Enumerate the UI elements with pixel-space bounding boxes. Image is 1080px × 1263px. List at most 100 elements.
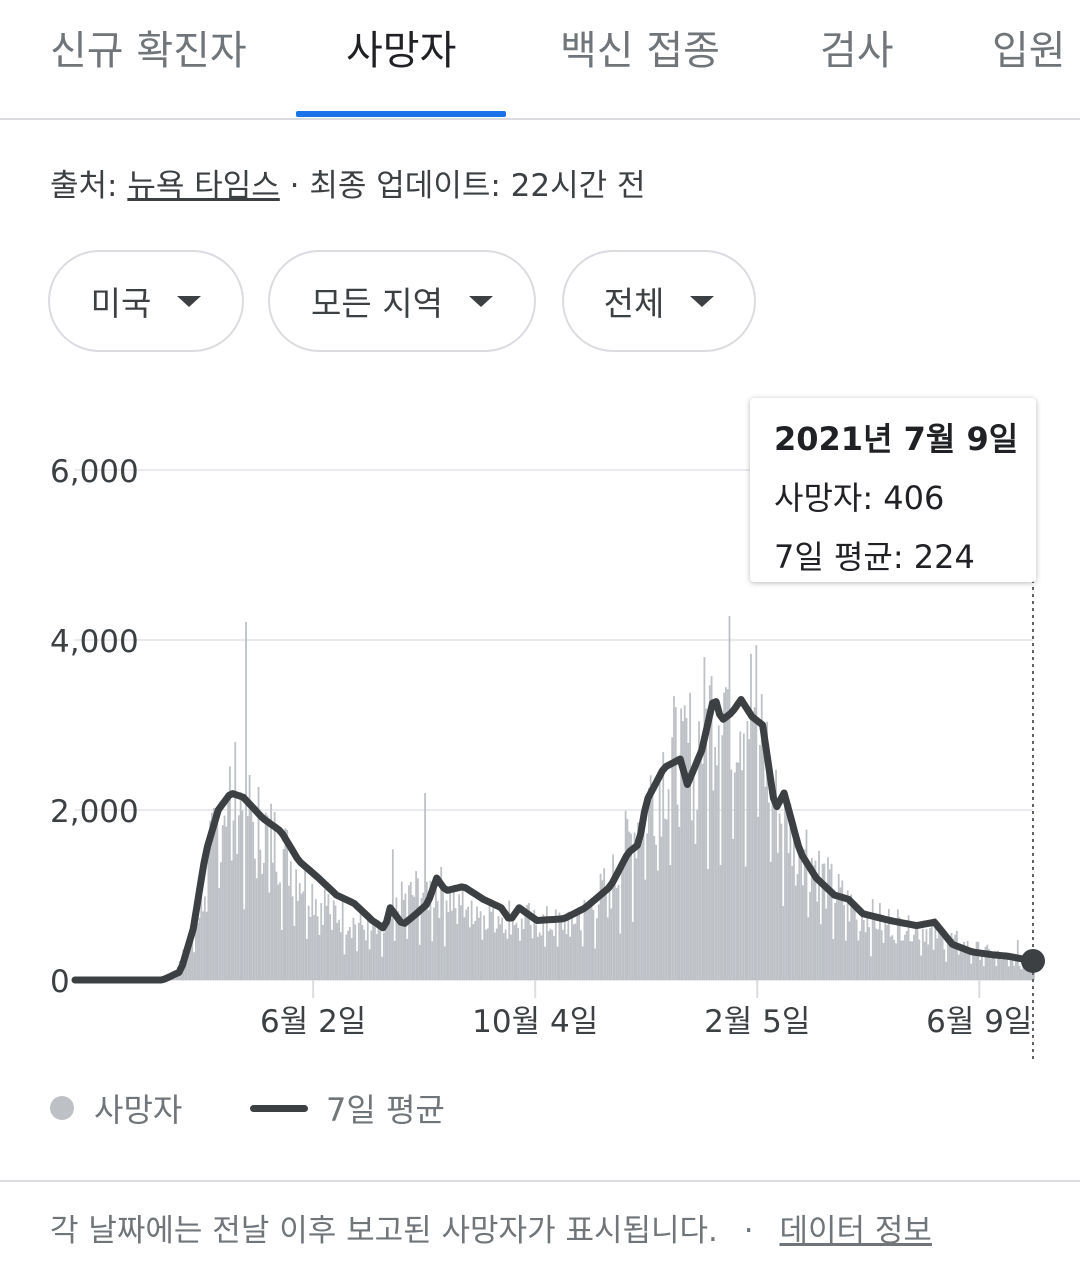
death-bar <box>732 838 734 980</box>
death-bar <box>350 938 353 980</box>
death-bar <box>685 718 688 980</box>
tab-vaccinations[interactable]: 백신 접종 <box>560 28 720 74</box>
death-bar <box>785 802 788 980</box>
death-bar <box>875 928 878 980</box>
death-bar <box>701 763 704 980</box>
filter-region[interactable]: 모든 지역 <box>268 250 536 352</box>
death-bar <box>504 929 507 980</box>
death-bar <box>913 934 915 980</box>
death-bar <box>502 933 505 980</box>
y-tick-label: 4,000 <box>50 624 139 660</box>
death-bar <box>667 789 670 980</box>
tab-deaths[interactable]: 사망자 <box>346 28 457 74</box>
death-bar <box>560 914 563 980</box>
death-bar <box>782 906 785 980</box>
tab-tests[interactable]: 검사 <box>820 28 894 74</box>
death-bar <box>986 944 989 980</box>
death-bar <box>295 869 298 980</box>
death-bar <box>889 936 892 980</box>
death-bar <box>613 885 616 980</box>
death-bar <box>957 954 960 980</box>
death-bar <box>542 914 545 980</box>
deaths-chart[interactable]: 0 2,000 4,000 6,000 6월 2일 10월 4일 2월 5일 6월 9일 <box>0 380 1080 1070</box>
death-bar <box>748 739 751 980</box>
death-bar <box>472 924 475 980</box>
death-bar <box>279 882 281 980</box>
death-bar <box>753 707 756 980</box>
x-axis-labels: 6월 2일 10월 4일 2월 5일 6월 9일 <box>260 1004 1032 1040</box>
death-bar <box>382 932 385 980</box>
death-bar <box>605 892 607 980</box>
deaths-bars <box>148 615 1035 980</box>
source-link[interactable]: 뉴욕 타임스 <box>127 168 280 204</box>
death-bar <box>714 747 717 980</box>
tab-new-cases[interactable]: 신규 확진자 <box>50 28 247 74</box>
death-bar <box>549 928 552 980</box>
death-bar <box>898 917 901 980</box>
death-bar <box>200 885 203 980</box>
footer-separator: · <box>743 1213 754 1249</box>
death-bar <box>293 925 296 980</box>
death-bar <box>522 929 525 980</box>
death-bar <box>956 931 958 980</box>
death-bar <box>868 927 871 980</box>
death-bar <box>191 925 194 980</box>
death-bar <box>909 941 912 980</box>
death-bar <box>841 880 844 980</box>
filter-country[interactable]: 미국 <box>48 250 244 352</box>
death-bar <box>726 689 729 980</box>
death-bar <box>896 909 899 980</box>
death-bar <box>239 791 242 980</box>
death-bar <box>844 940 847 980</box>
death-bar <box>205 911 208 980</box>
death-bar <box>404 893 407 980</box>
filter-period[interactable]: 전체 <box>562 250 756 352</box>
death-bar <box>590 901 593 980</box>
death-bar <box>673 696 675 980</box>
death-bar <box>384 922 387 980</box>
death-bar <box>332 900 335 980</box>
tab-hospitalizations[interactable]: 입원 <box>992 28 1066 74</box>
death-bar <box>669 865 672 980</box>
death-bar <box>476 906 478 980</box>
death-bar <box>649 775 652 980</box>
death-bar <box>651 791 654 980</box>
death-bar <box>628 831 631 980</box>
death-bar <box>237 815 240 980</box>
death-bar <box>341 900 344 980</box>
death-bar <box>327 893 330 980</box>
death-bar <box>508 900 511 980</box>
tab-bar: 신규 확진자 사망자 백신 접종 검사 입원 <box>0 0 1080 120</box>
death-bar <box>846 890 849 980</box>
death-bar <box>307 905 310 980</box>
death-bar <box>218 888 221 980</box>
death-bar <box>252 821 255 980</box>
death-bar <box>855 919 858 980</box>
death-bar <box>662 752 665 980</box>
death-bar <box>311 883 314 980</box>
death-bar <box>485 929 487 980</box>
death-bar <box>832 939 835 980</box>
death-bar <box>866 915 869 980</box>
death-bar <box>794 885 797 980</box>
death-bar <box>975 941 978 980</box>
y-tick-label: 6,000 <box>50 454 139 490</box>
death-bar <box>246 816 249 980</box>
death-bar <box>211 812 213 980</box>
death-bar <box>596 918 598 980</box>
death-bar <box>793 834 795 980</box>
death-bar <box>968 950 971 980</box>
death-bar <box>884 916 887 980</box>
death-bar <box>920 955 922 980</box>
death-bar <box>696 809 699 980</box>
death-bar <box>433 907 435 980</box>
death-bar <box>653 836 656 980</box>
death-bar <box>386 916 389 980</box>
death-bar <box>263 862 265 980</box>
death-bar <box>853 907 856 980</box>
death-bar <box>413 896 416 980</box>
death-bar <box>266 815 269 980</box>
data-info-link[interactable]: 데이터 정보 <box>779 1213 932 1249</box>
caret-down-icon <box>177 295 202 307</box>
death-bar <box>972 953 974 980</box>
